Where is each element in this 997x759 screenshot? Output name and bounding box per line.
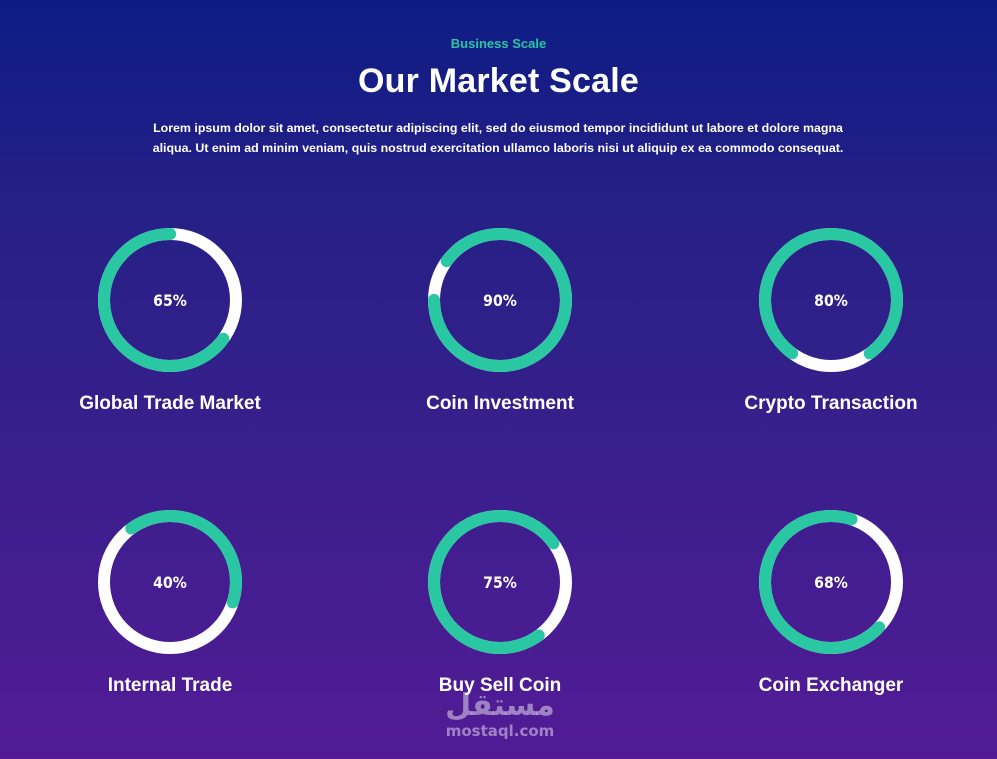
progress-ring-svg: [98, 510, 242, 654]
stat-label: Global Trade Market: [79, 393, 261, 414]
progress-ring-fill: [759, 510, 903, 654]
progress-ring-fill: [428, 228, 572, 372]
progress-ring: 75%: [427, 509, 573, 655]
stat-percent: 90%: [483, 290, 517, 310]
progress-ring: 40%: [97, 509, 243, 655]
stat-percent: 75%: [483, 572, 517, 592]
watermark-logo-text: مستقل: [445, 688, 555, 723]
stat-label: Coin Exchanger: [758, 675, 904, 696]
stat-percent: 68%: [814, 572, 848, 592]
watermark-url: mostaql.com: [445, 722, 555, 740]
stat-percent: 80%: [814, 290, 848, 310]
progress-ring-fill: [98, 510, 242, 654]
progress-ring-fill: [98, 228, 242, 372]
stat-label: Coin Investment: [426, 393, 574, 414]
progress-ring: 80%: [758, 227, 904, 373]
stat-percent: 65%: [153, 290, 187, 310]
stat-label: Crypto Transaction: [744, 393, 918, 414]
progress-ring-svg: [759, 510, 903, 654]
progress-ring: 68%: [758, 509, 904, 655]
stat-label: Internal Trade: [107, 675, 233, 696]
progress-ring-fill: [428, 510, 572, 654]
watermark: مستقل mostaql.com: [420, 688, 580, 741]
section-description: Lorem ipsum dolor sit amet, consectetur …: [152, 121, 844, 155]
progress-ring-svg: [428, 228, 572, 372]
progress-ring: 90%: [427, 227, 573, 373]
progress-ring-fill: [759, 228, 903, 372]
stat-label: Buy Sell Coin: [438, 675, 562, 696]
progress-ring: 65%: [97, 227, 243, 373]
progress-ring-svg: [428, 510, 572, 654]
progress-ring-svg: [98, 228, 242, 372]
progress-ring-svg: [759, 228, 903, 372]
page-title: Our Market Scale: [358, 62, 639, 100]
stat-percent: 40%: [153, 572, 187, 592]
section-eyebrow: Business Scale: [450, 36, 547, 51]
